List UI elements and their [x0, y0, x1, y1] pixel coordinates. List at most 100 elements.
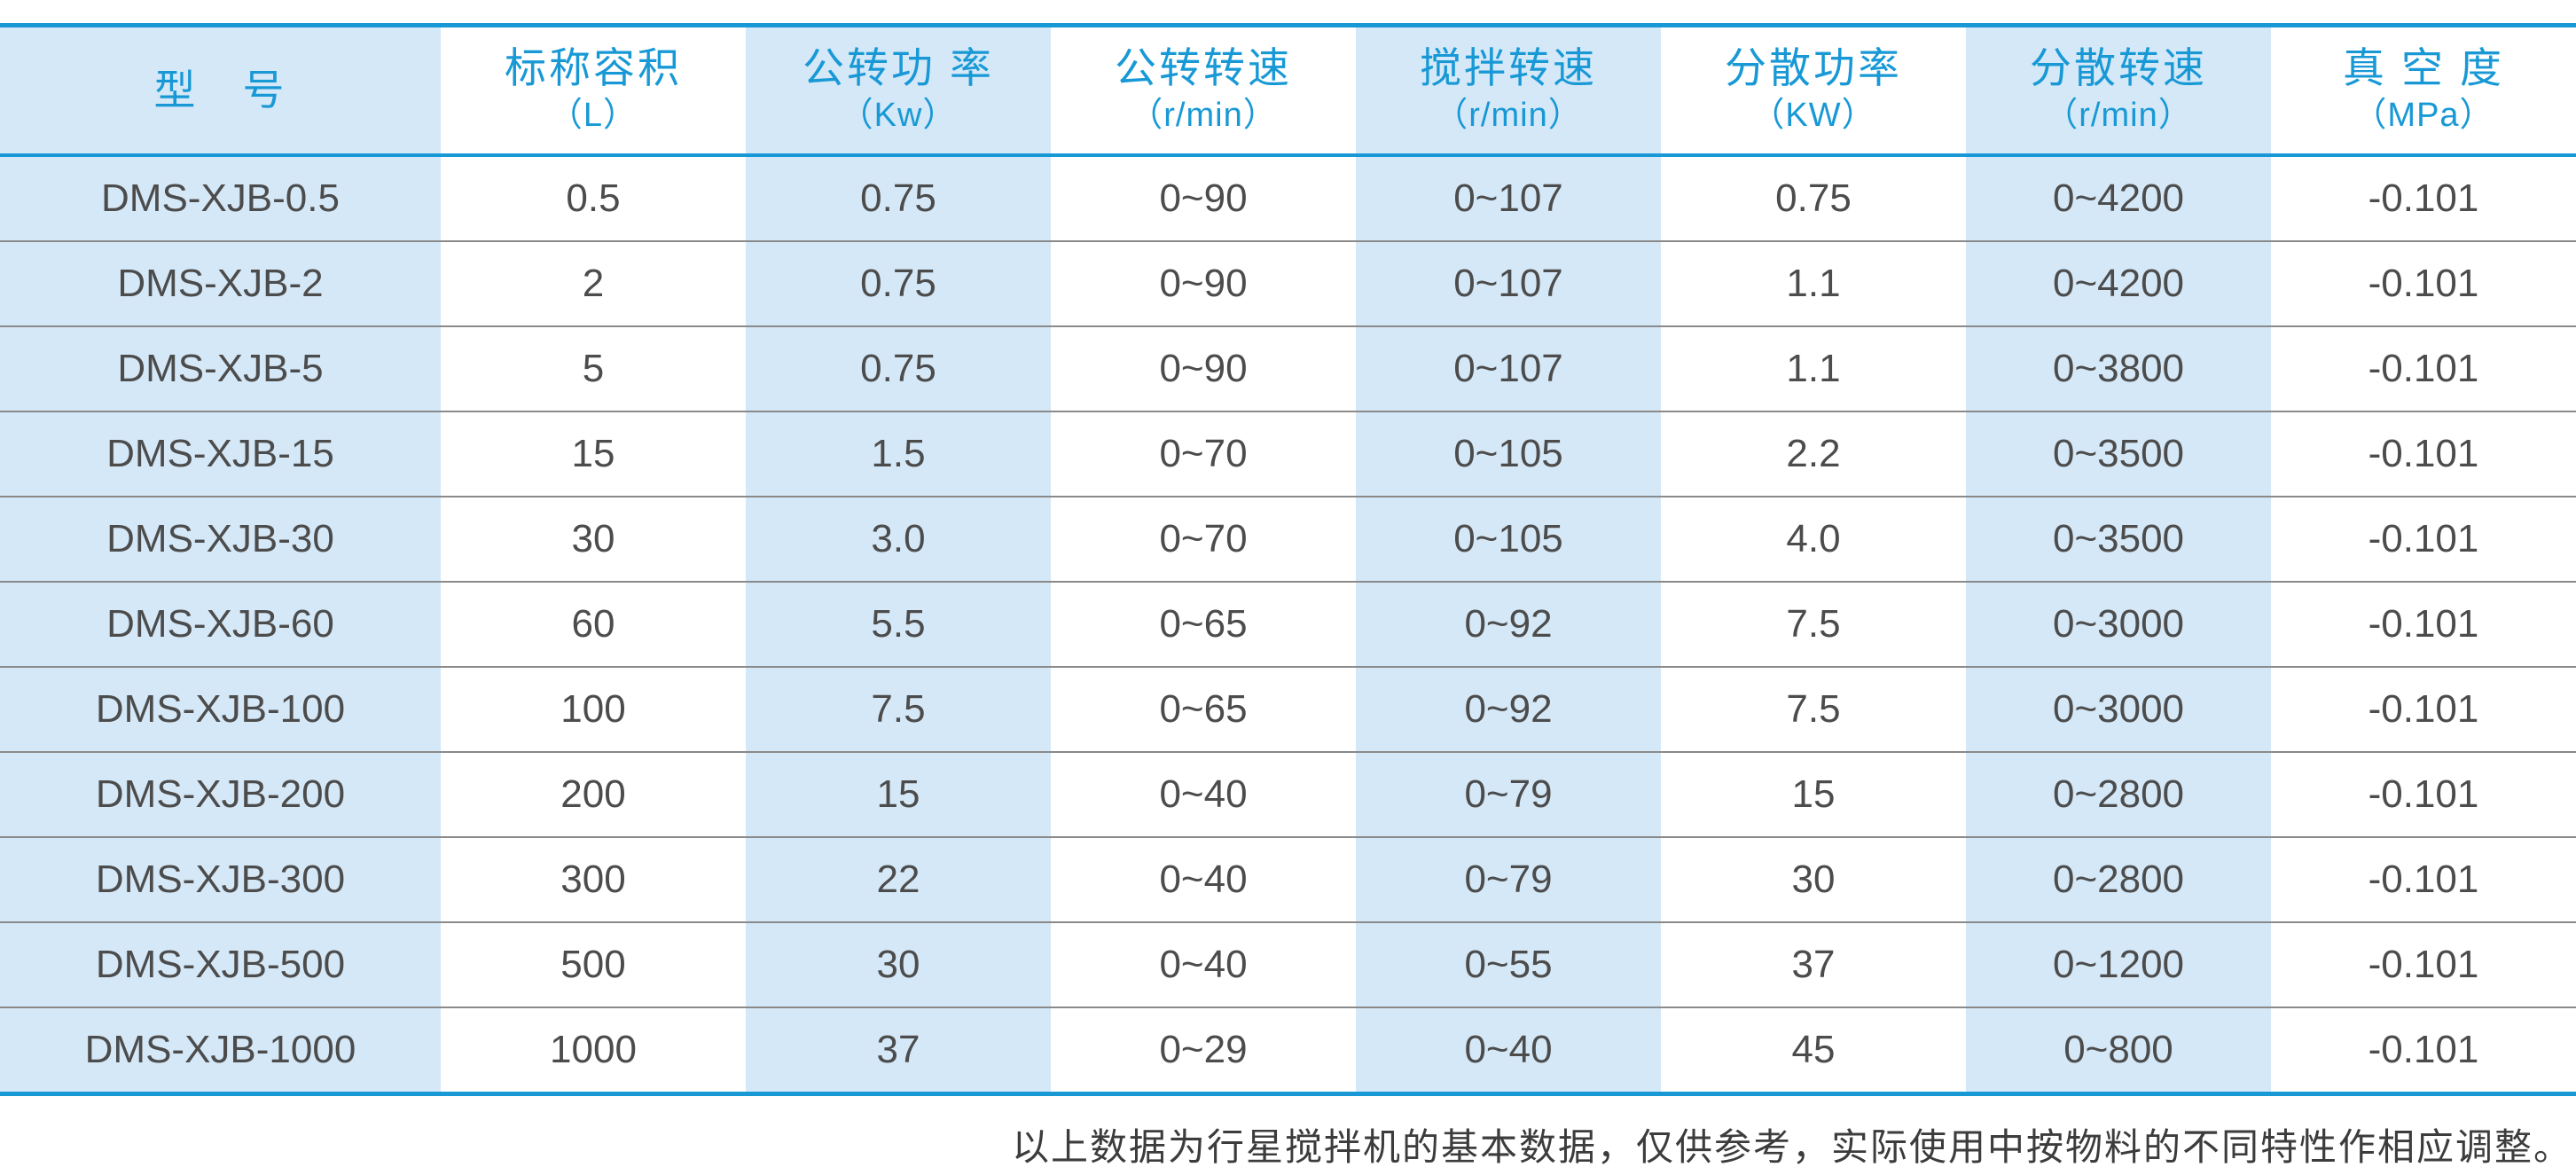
- cell: 7.5: [1661, 667, 1966, 753]
- cell: 0~40: [1356, 1007, 1661, 1094]
- cell: 30: [441, 497, 746, 583]
- cell: 0.75: [746, 155, 1051, 242]
- cell: 22: [746, 837, 1051, 923]
- cell: 7.5: [1661, 582, 1966, 668]
- cell: 0~90: [1051, 326, 1356, 412]
- table-row: DMS-XJB-300 300 22 0~40 0~79 30 0~2800 -0.101: [0, 837, 2576, 923]
- cell: -0.101: [2271, 582, 2576, 668]
- cell: 5: [441, 326, 746, 412]
- cell: 0~105: [1356, 411, 1661, 497]
- cell: -0.101: [2368, 1028, 2479, 1071]
- column-title: 分散转速: [2030, 44, 2207, 92]
- cell: 0~70: [1051, 497, 1356, 583]
- table-row: DMS-XJB-15 15 1.5 0~70 0~105 2.2 0~3500 -0.101: [0, 411, 2576, 497]
- column-unit: （r/min）: [2044, 96, 2193, 134]
- cell: 0~4200: [1966, 155, 2271, 242]
- cell: 0~107: [1356, 326, 1661, 412]
- column-unit: （L）: [548, 96, 638, 134]
- table-header: 型 号 标称容积 （L） 公转功 率 （Kw） 公转转速 （r/min） 搅拌转速 （r/min…: [0, 25, 2576, 157]
- column-header-5: 分散功率 （KW）: [1661, 25, 1966, 157]
- column-header-2: 公转功 率 （Kw）: [746, 25, 1051, 157]
- column-header-3: 公转转速 （r/min）: [1051, 25, 1356, 157]
- cell-model: DMS-XJB-500: [0, 922, 441, 1008]
- cell: 30: [1661, 837, 1966, 923]
- cell: 0~70: [1051, 411, 1356, 497]
- table-row: DMS-XJB-5 5 0.75 0~90 0~107 1.1 0~3800 -0.101: [0, 326, 2576, 412]
- cell: 0~2800: [1966, 752, 2271, 838]
- column-header-1: 标称容积 （L）: [441, 25, 746, 157]
- column-title: 搅拌转速: [1420, 44, 1597, 92]
- column-title: 公转转速: [1115, 44, 1292, 92]
- column-header-7: 真 空 度 （MPa）: [2271, 25, 2576, 157]
- cell: 1.5: [746, 411, 1051, 497]
- cell: 2: [441, 241, 746, 327]
- column-unit: （r/min）: [1129, 96, 1278, 134]
- cell: 0~105: [1356, 497, 1661, 583]
- column-header-6: 分散转速 （r/min）: [1966, 25, 2271, 157]
- table-row: DMS-XJB-1000 1000 37 0~29 0~40 45 0~800 -0.101: [0, 1007, 2576, 1094]
- cell: 0~92: [1356, 667, 1661, 753]
- cell: 0~79: [1356, 752, 1661, 838]
- cell: 15: [746, 752, 1051, 838]
- cell: 0.5: [441, 155, 746, 242]
- cell: 0~40: [1051, 922, 1356, 1008]
- table-row: DMS-XJB-100 100 7.5 0~65 0~92 7.5 0~3000 -0.101: [0, 667, 2576, 753]
- cell: 37: [746, 1007, 1051, 1094]
- cell: 300: [441, 837, 746, 923]
- table-row: DMS-XJB-200 200 15 0~40 0~79 15 0~2800 -0.101: [0, 752, 2576, 838]
- cell-model: DMS-XJB-5: [0, 326, 441, 412]
- cell-model: DMS-XJB-60: [0, 582, 441, 668]
- cell-model: DMS-XJB-100: [0, 667, 441, 753]
- column-title: 型 号: [153, 66, 287, 114]
- column-unit: （KW）: [1750, 96, 1876, 134]
- cell: -0.101: [2271, 837, 2576, 923]
- cell: -0.101: [2271, 326, 2576, 412]
- cell: 0~40: [1051, 752, 1356, 838]
- table-row: DMS-XJB-2 2 0.75 0~90 0~107 1.1 0~4200 -0.101: [0, 241, 2576, 327]
- column-title: 公转功 率: [802, 44, 995, 92]
- cell: 0~90: [1051, 155, 1356, 242]
- cell: 0~107: [1356, 155, 1661, 242]
- cell-model: DMS-XJB-2: [0, 241, 441, 327]
- cell: 7.5: [746, 667, 1051, 753]
- cell-model: DMS-XJB-15: [0, 411, 441, 497]
- cell: 60: [441, 582, 746, 668]
- cell: 0~92: [1356, 582, 1661, 668]
- cell: 1000: [550, 1028, 637, 1071]
- column-header-0: 型 号: [0, 25, 441, 157]
- cell: -0.101: [2271, 497, 2576, 583]
- table-row: DMS-XJB-0.5 0.5 0.75 0~90 0~107 0.75 0~4200 -0.…: [0, 155, 2576, 242]
- cell: 1.1: [1661, 241, 1966, 327]
- cell: -0.101: [2271, 752, 2576, 838]
- table-row: DMS-XJB-30 30 3.0 0~70 0~105 4.0 0~3500 -0.101: [0, 497, 2576, 583]
- cell: 0.75: [746, 326, 1051, 412]
- table-body: DMS-XJB-0.5 0.5 0.75 0~90 0~107 0.75 0~4200 -0.…: [0, 155, 2576, 1094]
- cell: 0~2800: [1966, 837, 2271, 923]
- cell: 0~3500: [1966, 411, 2271, 497]
- cell: 0~800: [1966, 1007, 2271, 1094]
- column-unit: （r/min）: [1434, 96, 1583, 134]
- header-row: 型 号 标称容积 （L） 公转功 率 （Kw） 公转转速 （r/min） 搅拌转速 （r/min…: [0, 25, 2576, 157]
- cell: 0.75: [1661, 155, 1966, 242]
- cell: 15: [1661, 752, 1966, 838]
- cell: 0.75: [746, 241, 1051, 327]
- cell: 0~3000: [1966, 582, 2271, 668]
- cell: 2.2: [1661, 411, 1966, 497]
- cell: 0~29: [1159, 1028, 1248, 1071]
- column-title: 真 空 度: [2342, 44, 2505, 92]
- cell-model: DMS-XJB-0.5: [0, 155, 441, 242]
- cell: -0.101: [2271, 411, 2576, 497]
- cell: 4.0: [1661, 497, 1966, 583]
- cell: 15: [441, 411, 746, 497]
- cell: 1.1: [1661, 326, 1966, 412]
- table-row: DMS-XJB-500 500 30 0~40 0~55 37 0~1200 -0.101: [0, 922, 2576, 1008]
- cell: 0~107: [1356, 241, 1661, 327]
- cell: -0.101: [2271, 241, 2576, 327]
- spec-sheet-page: 型 号 标称容积 （L） 公转功 率 （Kw） 公转转速 （r/min） 搅拌转速 （r/min…: [0, 23, 2576, 1175]
- cell: 0~79: [1356, 837, 1661, 923]
- cell: 500: [441, 922, 746, 1008]
- cell: -0.101: [2271, 667, 2576, 753]
- cell: 0~65: [1051, 582, 1356, 668]
- spec-table: 型 号 标称容积 （L） 公转功 率 （Kw） 公转转速 （r/min） 搅拌转速 （r/min…: [0, 23, 2576, 1096]
- column-unit: （Kw）: [839, 96, 958, 134]
